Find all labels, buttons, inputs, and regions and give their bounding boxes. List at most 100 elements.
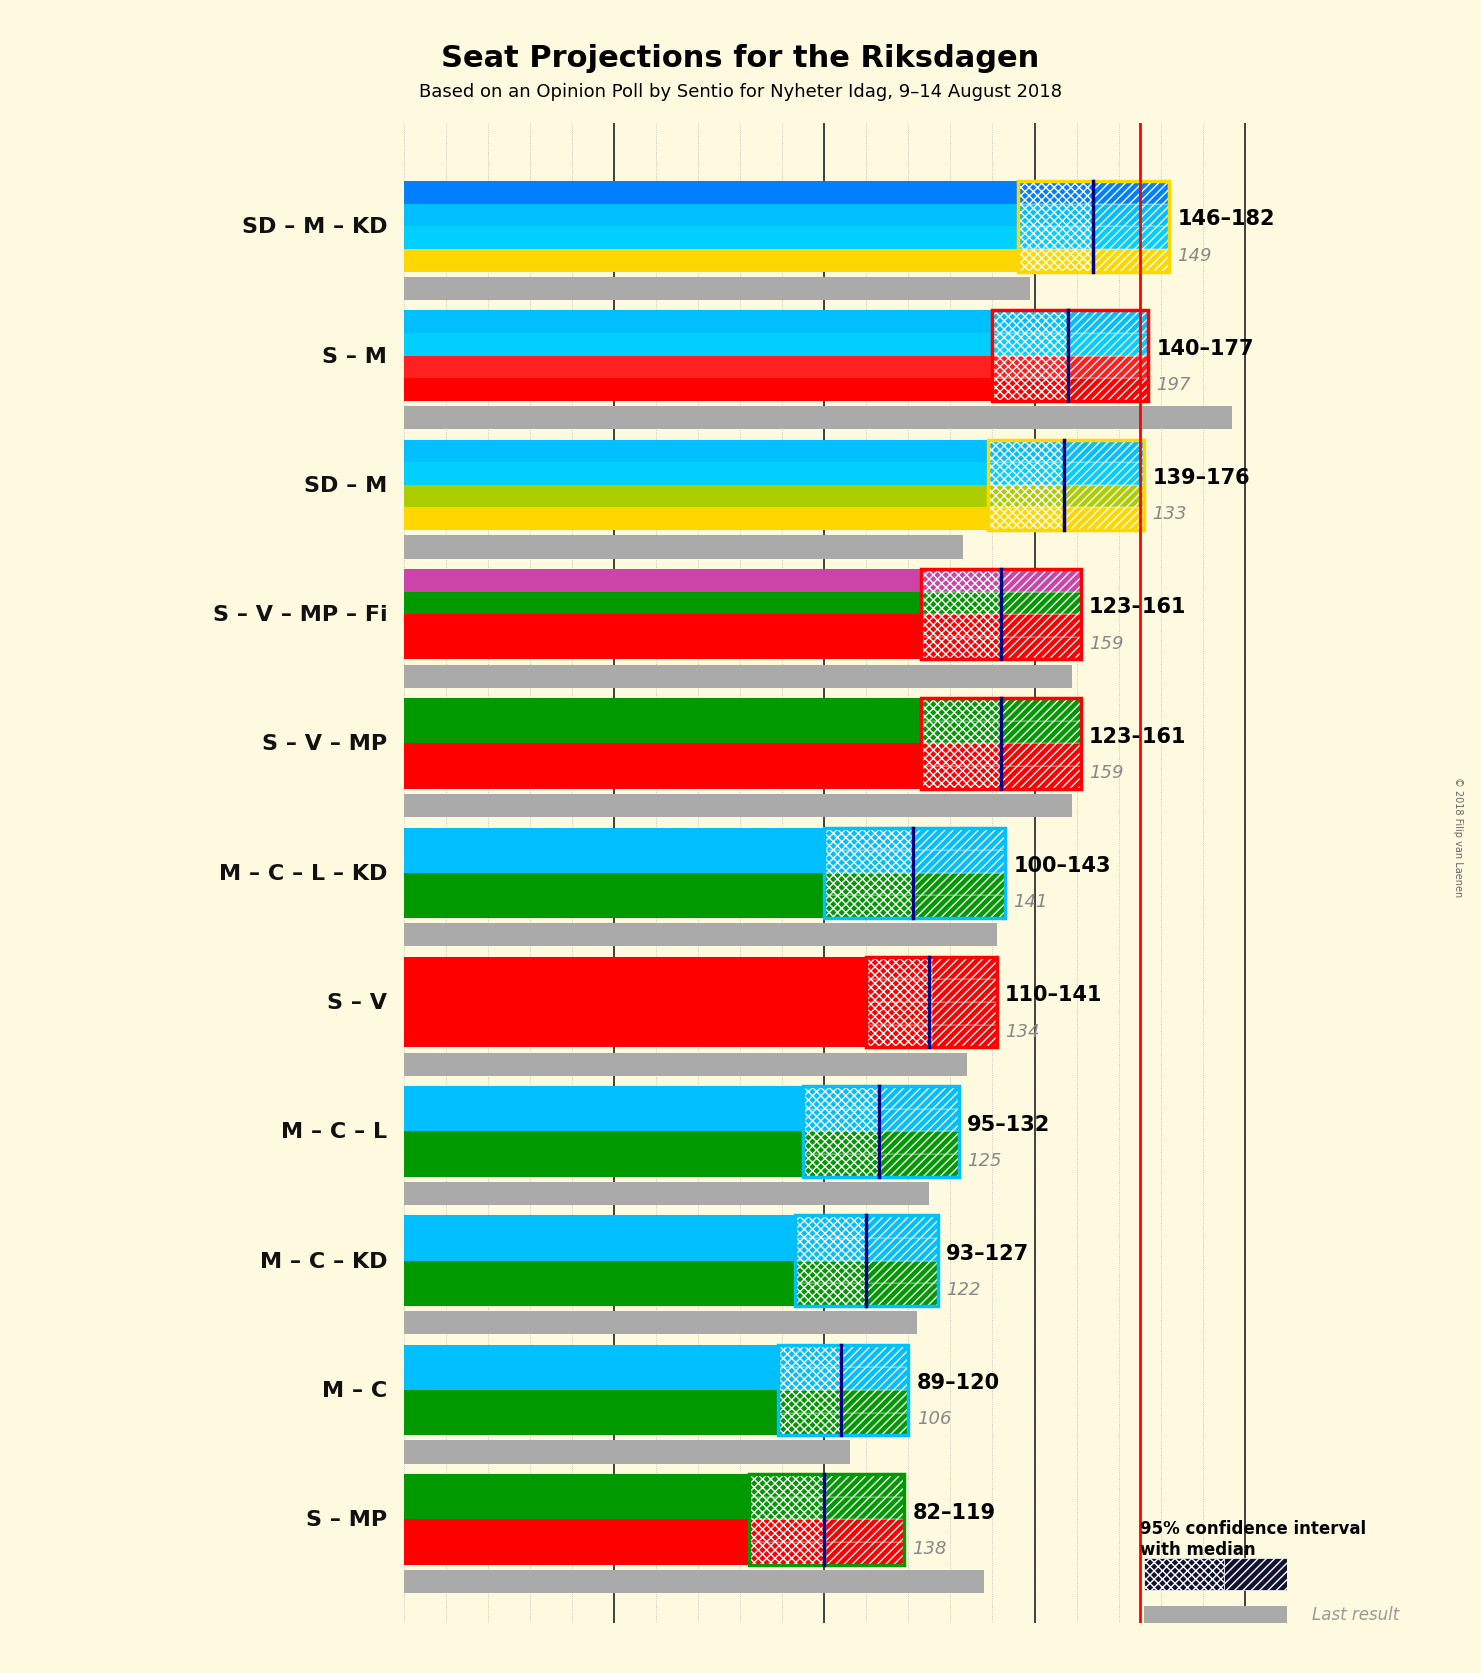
Bar	[921, 569, 1081, 661]
Bar	[992, 311, 1071, 333]
Bar	[866, 1238, 937, 1261]
Bar	[932, 1026, 997, 1047]
Bar	[404, 228, 1017, 249]
Bar	[1001, 592, 1081, 614]
Text: Last result: Last result	[1312, 1606, 1400, 1623]
Bar	[404, 509, 988, 530]
Text: 149: 149	[1177, 246, 1211, 264]
Bar	[778, 1412, 843, 1435]
Text: 159: 159	[1089, 763, 1124, 781]
Bar	[915, 895, 1006, 918]
Text: SD – M – KD: SD – M – KD	[241, 217, 387, 238]
Text: S – V – MP: S – V – MP	[262, 734, 387, 755]
Bar	[881, 1109, 958, 1131]
Bar	[404, 1109, 803, 1131]
Text: M – C – KD: M – C – KD	[259, 1251, 387, 1271]
Bar	[843, 1345, 908, 1367]
Bar	[866, 1261, 937, 1283]
Bar	[778, 1345, 908, 1435]
Text: S – V – MP – Fi: S – V – MP – Fi	[213, 606, 387, 624]
Bar	[404, 828, 825, 850]
Text: 139–176: 139–176	[1152, 468, 1250, 489]
Bar	[404, 485, 988, 509]
Bar	[843, 1412, 908, 1435]
Bar	[795, 1216, 937, 1307]
Bar	[803, 1109, 881, 1131]
Bar	[992, 311, 1148, 402]
Text: 93–127: 93–127	[946, 1243, 1029, 1263]
Bar	[1001, 744, 1081, 766]
Bar	[404, 1312, 917, 1335]
Text: 141: 141	[1013, 893, 1049, 910]
Text: 95% confidence interval
with median: 95% confidence interval with median	[1139, 1519, 1365, 1558]
Bar	[404, 463, 988, 485]
Bar	[404, 699, 921, 721]
Text: 82–119: 82–119	[912, 1502, 995, 1522]
Bar	[749, 1543, 826, 1564]
Bar	[1071, 311, 1148, 333]
Bar	[1066, 509, 1143, 530]
Bar	[921, 637, 1001, 661]
Bar	[404, 666, 1072, 689]
Bar	[404, 1440, 850, 1464]
Bar	[404, 311, 992, 333]
Text: SD – M: SD – M	[304, 475, 387, 495]
Text: 95–132: 95–132	[967, 1114, 1050, 1134]
Text: 140–177: 140–177	[1157, 338, 1254, 358]
Bar	[404, 1026, 866, 1047]
Text: 197: 197	[1157, 376, 1191, 393]
Bar	[404, 1474, 749, 1497]
Text: S – MP: S – MP	[307, 1509, 387, 1529]
Bar	[921, 744, 1001, 766]
Bar	[1017, 204, 1093, 228]
Bar	[404, 957, 866, 980]
Bar	[404, 278, 1031, 301]
Bar	[795, 1283, 866, 1307]
Bar	[921, 592, 1001, 614]
Bar	[915, 828, 1006, 850]
Bar	[404, 923, 997, 947]
Text: 134: 134	[1006, 1022, 1040, 1041]
Text: Based on an Opinion Poll by Sentio for Nyheter Idag, 9–14 August 2018: Based on an Opinion Poll by Sentio for N…	[419, 84, 1062, 100]
Bar	[404, 592, 921, 614]
Bar	[1223, 1558, 1303, 1591]
Text: M – C: M – C	[321, 1380, 387, 1400]
Bar	[1093, 204, 1169, 228]
Bar	[932, 957, 997, 980]
Bar	[404, 744, 921, 766]
Bar	[404, 356, 992, 380]
Bar	[1001, 766, 1081, 790]
Bar	[915, 850, 1006, 873]
Bar	[1017, 228, 1093, 249]
Bar	[1143, 1606, 1303, 1623]
Text: 159: 159	[1089, 634, 1124, 652]
Bar	[404, 1497, 749, 1519]
Bar	[826, 1543, 905, 1564]
Bar	[825, 873, 915, 895]
Bar	[749, 1519, 826, 1543]
Bar	[992, 333, 1071, 356]
Text: 146–182: 146–182	[1177, 209, 1275, 229]
Bar	[866, 980, 932, 1002]
Bar	[803, 1131, 881, 1154]
Bar	[749, 1497, 826, 1519]
Bar	[843, 1367, 908, 1390]
Bar	[932, 980, 997, 1002]
Bar	[404, 873, 825, 895]
Bar	[825, 828, 915, 850]
Bar	[803, 1154, 881, 1176]
Bar	[404, 1131, 803, 1154]
Bar	[404, 1261, 795, 1283]
Bar	[404, 1283, 795, 1307]
Bar	[404, 1052, 967, 1076]
Bar	[404, 614, 921, 637]
Bar	[988, 463, 1066, 485]
Bar	[866, 1216, 937, 1238]
Bar	[921, 569, 1001, 592]
Bar	[988, 485, 1066, 509]
Bar	[1071, 380, 1148, 402]
Bar	[404, 637, 921, 661]
Bar	[1143, 1558, 1223, 1591]
Bar	[795, 1238, 866, 1261]
Bar	[1017, 182, 1169, 273]
